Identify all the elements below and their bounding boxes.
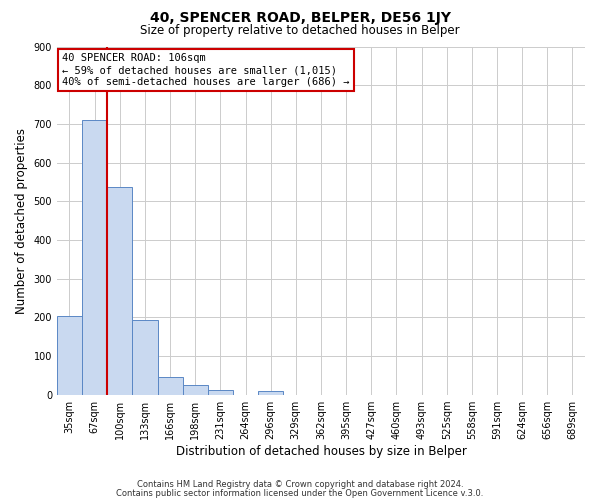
Text: 40 SPENCER ROAD: 106sqm
← 59% of detached houses are smaller (1,015)
40% of semi: 40 SPENCER ROAD: 106sqm ← 59% of detache… <box>62 54 350 86</box>
Text: Size of property relative to detached houses in Belper: Size of property relative to detached ho… <box>140 24 460 37</box>
Bar <box>133 320 158 394</box>
Y-axis label: Number of detached properties: Number of detached properties <box>15 128 28 314</box>
Text: Contains public sector information licensed under the Open Government Licence v.: Contains public sector information licen… <box>116 489 484 498</box>
Bar <box>82 120 107 394</box>
Bar <box>158 377 182 394</box>
Bar <box>258 391 283 394</box>
X-axis label: Distribution of detached houses by size in Belper: Distribution of detached houses by size … <box>176 444 466 458</box>
Bar <box>208 390 233 394</box>
Bar <box>107 188 133 394</box>
Text: 40, SPENCER ROAD, BELPER, DE56 1JY: 40, SPENCER ROAD, BELPER, DE56 1JY <box>149 11 451 25</box>
Text: Contains HM Land Registry data © Crown copyright and database right 2024.: Contains HM Land Registry data © Crown c… <box>137 480 463 489</box>
Bar <box>182 384 208 394</box>
Bar <box>57 316 82 394</box>
